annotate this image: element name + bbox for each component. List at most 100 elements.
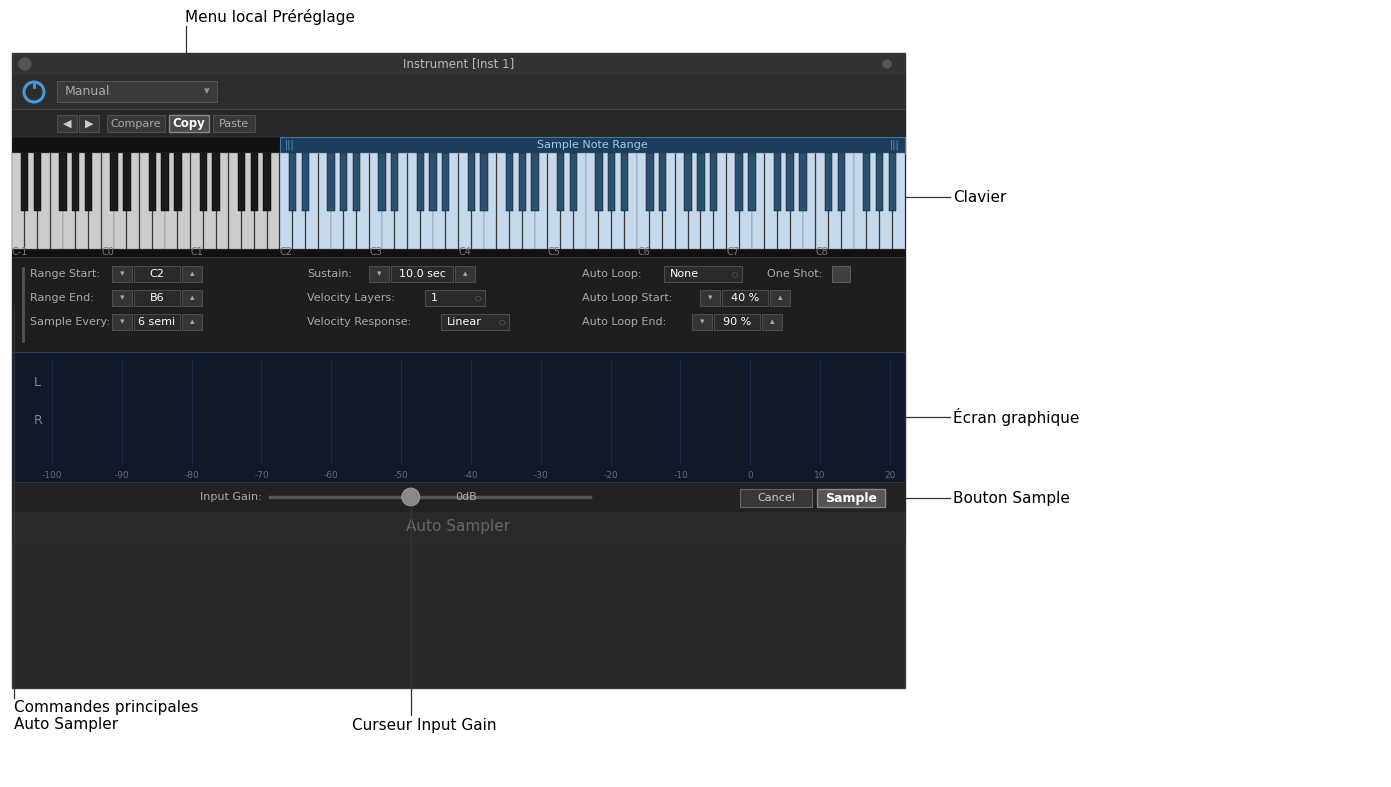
Bar xyxy=(267,153,280,249)
Bar xyxy=(714,314,759,330)
Text: Manual: Manual xyxy=(65,85,110,98)
Bar xyxy=(134,266,179,282)
Bar xyxy=(506,153,513,211)
Bar xyxy=(153,153,164,249)
Bar xyxy=(676,153,687,249)
Text: 0: 0 xyxy=(747,471,753,479)
Text: None: None xyxy=(670,269,700,279)
Bar xyxy=(13,153,25,249)
Bar xyxy=(339,153,348,211)
Bar xyxy=(242,153,255,249)
Text: C2: C2 xyxy=(150,269,164,279)
Bar xyxy=(765,153,778,249)
Bar xyxy=(213,115,255,132)
Text: ▾: ▾ xyxy=(204,87,210,97)
Bar xyxy=(773,153,782,211)
Text: Auto Sampler: Auto Sampler xyxy=(406,519,510,534)
Bar xyxy=(294,153,305,249)
Bar xyxy=(697,153,705,211)
Bar xyxy=(319,153,331,249)
Bar xyxy=(762,314,782,330)
Bar xyxy=(174,153,182,211)
Bar xyxy=(57,115,77,132)
Bar xyxy=(416,153,424,211)
Text: Instrument [Inst 1]: Instrument [Inst 1] xyxy=(403,57,515,71)
Bar xyxy=(289,153,296,211)
Bar xyxy=(556,153,565,211)
Bar xyxy=(876,153,883,211)
Bar xyxy=(817,489,885,507)
Bar xyxy=(281,153,292,249)
Bar xyxy=(736,153,743,211)
Bar xyxy=(114,153,127,249)
Bar xyxy=(391,153,398,211)
Bar xyxy=(161,153,168,211)
Text: ▾: ▾ xyxy=(120,294,124,302)
Bar xyxy=(13,109,906,137)
Bar xyxy=(149,153,156,211)
Text: C7: C7 xyxy=(726,247,740,257)
Bar xyxy=(134,314,179,330)
Bar xyxy=(22,267,24,342)
Bar xyxy=(182,266,202,282)
Bar xyxy=(570,153,577,211)
Bar xyxy=(50,153,63,249)
Text: Cancel: Cancel xyxy=(757,493,794,503)
Bar xyxy=(689,153,701,249)
Text: -60: -60 xyxy=(324,471,338,479)
Bar xyxy=(608,153,615,211)
Bar xyxy=(102,153,114,249)
Text: -40: -40 xyxy=(463,471,479,479)
Text: ▾: ▾ xyxy=(120,317,124,327)
Bar xyxy=(889,153,896,211)
Text: Linear: Linear xyxy=(447,317,481,327)
Bar xyxy=(38,153,50,249)
Bar xyxy=(79,115,99,132)
Bar xyxy=(370,153,381,249)
Bar xyxy=(467,153,474,211)
Text: C8: C8 xyxy=(815,247,829,257)
Text: C3: C3 xyxy=(369,247,383,257)
Bar xyxy=(600,153,611,249)
Text: Compare: Compare xyxy=(111,119,161,128)
Bar xyxy=(331,153,344,249)
Bar xyxy=(472,153,484,249)
Bar xyxy=(447,153,458,249)
Bar xyxy=(263,153,271,211)
Bar xyxy=(510,153,522,249)
Bar xyxy=(77,153,88,249)
Bar xyxy=(378,153,385,211)
Text: Range Start:: Range Start: xyxy=(31,269,100,279)
Bar xyxy=(60,153,67,211)
Bar xyxy=(573,153,586,249)
Bar xyxy=(13,512,906,542)
Bar xyxy=(134,290,179,306)
Text: Sustain:: Sustain: xyxy=(307,269,352,279)
Bar xyxy=(536,153,548,249)
Bar xyxy=(420,153,433,249)
Bar xyxy=(455,266,474,282)
Bar xyxy=(306,153,317,249)
Bar xyxy=(519,153,526,211)
Bar xyxy=(369,266,389,282)
Bar xyxy=(391,266,453,282)
Bar xyxy=(664,153,675,249)
Bar xyxy=(700,290,721,306)
Bar xyxy=(395,153,408,249)
Text: 6 semi: 6 semi xyxy=(139,317,175,327)
Text: 40 %: 40 % xyxy=(730,293,759,303)
Bar xyxy=(786,153,794,211)
Text: Clavier: Clavier xyxy=(953,190,1006,205)
Bar xyxy=(178,153,191,249)
Bar xyxy=(124,153,131,211)
Bar xyxy=(168,115,209,132)
Bar xyxy=(561,153,573,249)
Bar xyxy=(357,153,369,249)
Bar xyxy=(13,257,906,352)
Text: One Shot:: One Shot: xyxy=(766,269,822,279)
Bar xyxy=(722,290,768,306)
Bar xyxy=(800,153,807,211)
Bar xyxy=(740,153,751,249)
Bar xyxy=(182,290,202,306)
Bar xyxy=(825,153,832,211)
